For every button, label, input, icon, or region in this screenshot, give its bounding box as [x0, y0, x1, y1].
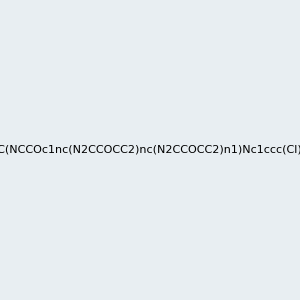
Text: O=C(NCCOc1nc(N2CCOCC2)nc(N2CCOCC2)n1)Nc1ccc(Cl)cc1: O=C(NCCOc1nc(N2CCOCC2)nc(N2CCOCC2)n1)Nc1…: [0, 145, 300, 155]
